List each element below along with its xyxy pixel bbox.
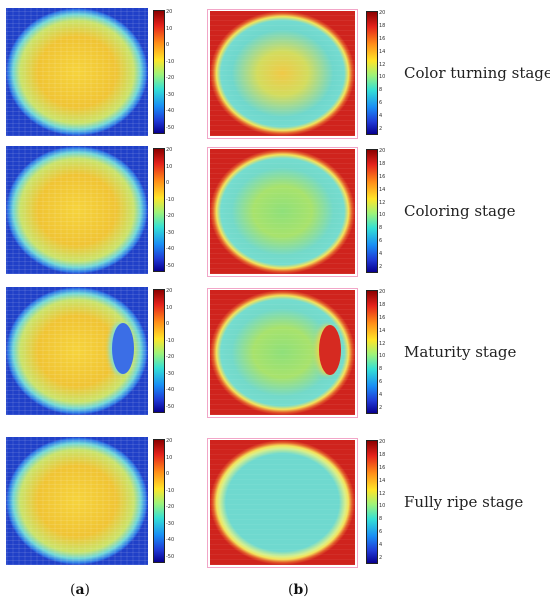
panel-a-label: (a)	[70, 582, 91, 598]
tick-label: 6	[379, 529, 383, 536]
tick-label: 20	[379, 10, 386, 16]
tick-label: 2	[379, 555, 383, 561]
tick-label: 18	[379, 160, 386, 167]
tick-label: 0	[166, 42, 170, 49]
stage-label-row-4: Fully ripe stage	[404, 493, 524, 511]
heatmap-b-row-1	[210, 11, 355, 136]
tick-label: 20	[166, 147, 173, 153]
tick-label: 18	[379, 22, 386, 29]
tick-label: 18	[379, 301, 386, 308]
tick-label: -50	[166, 125, 175, 131]
tick-label: 4	[379, 542, 383, 549]
tick-label: 12	[379, 199, 386, 206]
tick-label: 10	[379, 353, 386, 360]
tick-label: -10	[166, 58, 175, 65]
heatmap-b-frame-row-1	[207, 9, 358, 139]
stage-label-row-2: Coloring stage	[404, 202, 516, 220]
tick-label: -40	[166, 246, 175, 253]
tick-label: 20	[166, 9, 173, 15]
tick-label: 8	[379, 225, 383, 232]
colorbar-a-row-3	[153, 289, 165, 413]
tick-label: 16	[379, 464, 386, 471]
tick-label: 20	[379, 148, 386, 154]
tick-label: 6	[379, 238, 383, 245]
tick-label: 8	[379, 516, 383, 523]
panel-b-label: (b)	[288, 582, 309, 598]
tick-label: -30	[166, 370, 175, 377]
tick-label: 20	[166, 288, 173, 294]
colorbar-b-row-2	[366, 149, 378, 273]
tick-label: -20	[166, 213, 175, 220]
colorbar-b-row-3	[366, 290, 378, 414]
tick-label: 6	[379, 100, 383, 107]
tick-label: -20	[166, 354, 175, 361]
tick-label: 14	[379, 186, 386, 193]
tick-label: 8	[379, 366, 383, 373]
tick-label: 14	[379, 477, 386, 484]
colorbar-b-row-1	[366, 11, 378, 135]
tick-label: 10	[166, 454, 173, 461]
tick-label: 0	[166, 471, 170, 478]
heatmap-a-row-2	[6, 146, 148, 274]
heatmap-b-row-2	[210, 149, 355, 274]
tick-label: 8	[379, 87, 383, 94]
tick-label: 2	[379, 126, 383, 132]
tick-label: -10	[166, 337, 175, 344]
tick-label: 6	[379, 379, 383, 386]
tick-label: 0	[166, 321, 170, 328]
tick-label: 10	[379, 503, 386, 510]
tick-label: -30	[166, 229, 175, 236]
tick-label: -10	[166, 196, 175, 203]
heatmap-b-row-4	[210, 440, 355, 565]
heatmap-b-frame-row-2	[207, 147, 358, 277]
tick-label: 12	[379, 490, 386, 497]
heatmap-b-frame-row-4	[207, 438, 358, 568]
stage-label-row-3: Maturity stage	[404, 343, 517, 361]
tick-label: 10	[166, 25, 173, 32]
tick-label: 20	[166, 438, 173, 444]
tick-label: -40	[166, 537, 175, 544]
tick-label: -20	[166, 75, 175, 82]
colorbar-a-row-2	[153, 148, 165, 272]
heatmap-a-row-4	[6, 437, 148, 565]
heatmap-b-row-3	[210, 290, 355, 415]
tick-label: 14	[379, 48, 386, 55]
tick-label: -10	[166, 487, 175, 494]
tick-label: 10	[166, 304, 173, 311]
tick-label: -40	[166, 108, 175, 115]
heatmap-a-row-1	[6, 8, 148, 136]
tick-label: 2	[379, 405, 383, 411]
tick-label: 10	[379, 212, 386, 219]
tick-label: 10	[166, 163, 173, 170]
tick-label: -50	[166, 404, 175, 410]
tick-label: 16	[379, 314, 386, 321]
colorbar-b-row-4	[366, 440, 378, 564]
tick-label: 18	[379, 451, 386, 458]
tick-label: 16	[379, 35, 386, 42]
tick-label: 20	[379, 289, 386, 295]
tick-label: 10	[379, 74, 386, 81]
stage-label-row-1: Color turning stage	[404, 64, 550, 82]
tick-label: 14	[379, 327, 386, 334]
tick-label: -20	[166, 504, 175, 511]
tick-label: 4	[379, 113, 383, 120]
heatmap-b-frame-row-3	[207, 288, 358, 418]
tick-label: 2	[379, 264, 383, 270]
tick-label: -40	[166, 387, 175, 394]
colorbar-a-row-4	[153, 439, 165, 563]
tick-label: 12	[379, 61, 386, 68]
tick-label: 12	[379, 340, 386, 347]
tick-label: 20	[379, 439, 386, 445]
tick-label: 4	[379, 251, 383, 258]
heatmap-a-row-3	[6, 287, 148, 415]
colorbar-a-row-1	[153, 10, 165, 134]
tick-label: 0	[166, 180, 170, 187]
tick-label: -30	[166, 91, 175, 98]
tick-label: -30	[166, 520, 175, 527]
tick-label: -50	[166, 554, 175, 560]
tick-label: -50	[166, 263, 175, 269]
tick-label: 4	[379, 392, 383, 399]
tick-label: 16	[379, 173, 386, 180]
